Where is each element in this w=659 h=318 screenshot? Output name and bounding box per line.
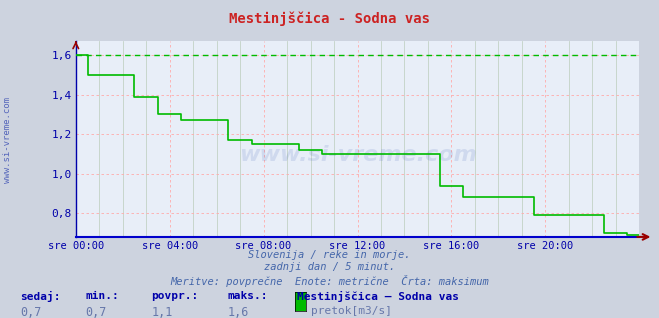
Text: Mestinjščica - Sodna vas: Mestinjščica - Sodna vas bbox=[229, 11, 430, 26]
Text: Slovenija / reke in morje.: Slovenija / reke in morje. bbox=[248, 250, 411, 259]
Text: zadnji dan / 5 minut.: zadnji dan / 5 minut. bbox=[264, 262, 395, 272]
Text: maks.:: maks.: bbox=[227, 291, 268, 301]
Text: min.:: min.: bbox=[86, 291, 119, 301]
Text: 0,7: 0,7 bbox=[20, 306, 41, 318]
Text: 1,6: 1,6 bbox=[227, 306, 248, 318]
Text: Mestinjščica – Sodna vas: Mestinjščica – Sodna vas bbox=[297, 291, 459, 302]
Text: pretok[m3/s]: pretok[m3/s] bbox=[311, 306, 392, 316]
Text: sedaj:: sedaj: bbox=[20, 291, 60, 302]
Text: www.si-vreme.com: www.si-vreme.com bbox=[239, 145, 476, 165]
Text: povpr.:: povpr.: bbox=[152, 291, 199, 301]
Text: 1,1: 1,1 bbox=[152, 306, 173, 318]
Text: 0,7: 0,7 bbox=[86, 306, 107, 318]
Text: Meritve: povprečne  Enote: metrične  Črta: maksimum: Meritve: povprečne Enote: metrične Črta:… bbox=[170, 275, 489, 287]
Text: www.si-vreme.com: www.si-vreme.com bbox=[3, 97, 13, 183]
